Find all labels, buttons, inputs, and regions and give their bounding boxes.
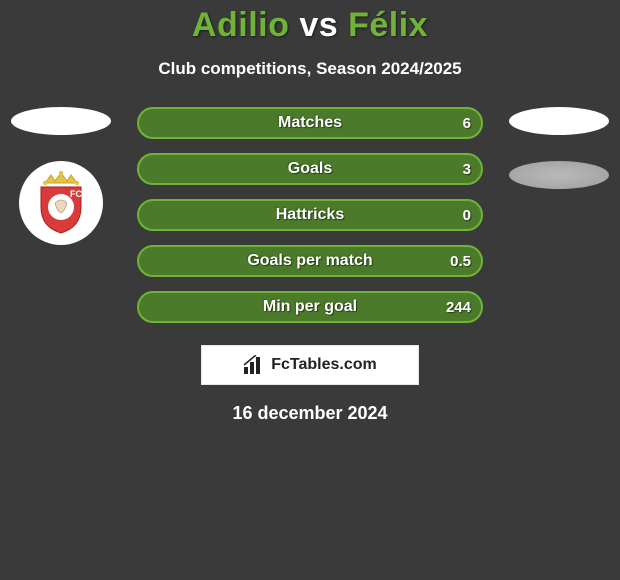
player1-club-crest: FC <box>19 161 103 245</box>
comparison-title: Adilio vs Félix <box>0 0 620 45</box>
stat-label: Min per goal <box>263 298 357 316</box>
player1-name: Adilio <box>192 6 289 44</box>
crest-svg: FC <box>25 167 97 239</box>
svg-text:FC: FC <box>70 189 82 199</box>
stat-label: Hattricks <box>276 206 344 224</box>
player2-column <box>504 107 614 189</box>
subtitle: Club competitions, Season 2024/2025 <box>0 59 620 79</box>
stat-label: Goals per match <box>247 252 372 270</box>
stat-label: Matches <box>278 114 342 132</box>
stats-list: Matches 6 Goals 3 Hattricks 0 Goals per match 0… <box>137 107 483 323</box>
stat-value-p2: 6 <box>463 109 471 137</box>
stat-value-p2: 0.5 <box>450 247 471 275</box>
player1-column: FC <box>6 107 116 245</box>
player2-name: Félix <box>348 6 428 44</box>
player2-flag-top <box>509 107 609 135</box>
stat-row: Goals 3 <box>137 153 483 185</box>
vs-text: vs <box>299 6 338 44</box>
player2-flag-bottom <box>509 161 609 189</box>
stat-value-p2: 3 <box>463 155 471 183</box>
player1-flag <box>11 107 111 135</box>
branding-bars-icon <box>243 355 265 375</box>
branding-text: FcTables.com <box>271 356 377 374</box>
stat-value-p2: 244 <box>446 293 471 321</box>
comparison-arena: FC Matches 6 Goals 3 Hattricks 0 Goals per mat… <box>0 107 620 323</box>
stat-row: Matches 6 <box>137 107 483 139</box>
stat-value-p2: 0 <box>463 201 471 229</box>
stat-row: Hattricks 0 <box>137 199 483 231</box>
stat-row: Goals per match 0.5 <box>137 245 483 277</box>
stat-label: Goals <box>288 160 332 178</box>
branding-badge: FcTables.com <box>201 345 419 385</box>
stat-row: Min per goal 244 <box>137 291 483 323</box>
snapshot-date: 16 december 2024 <box>0 403 620 424</box>
